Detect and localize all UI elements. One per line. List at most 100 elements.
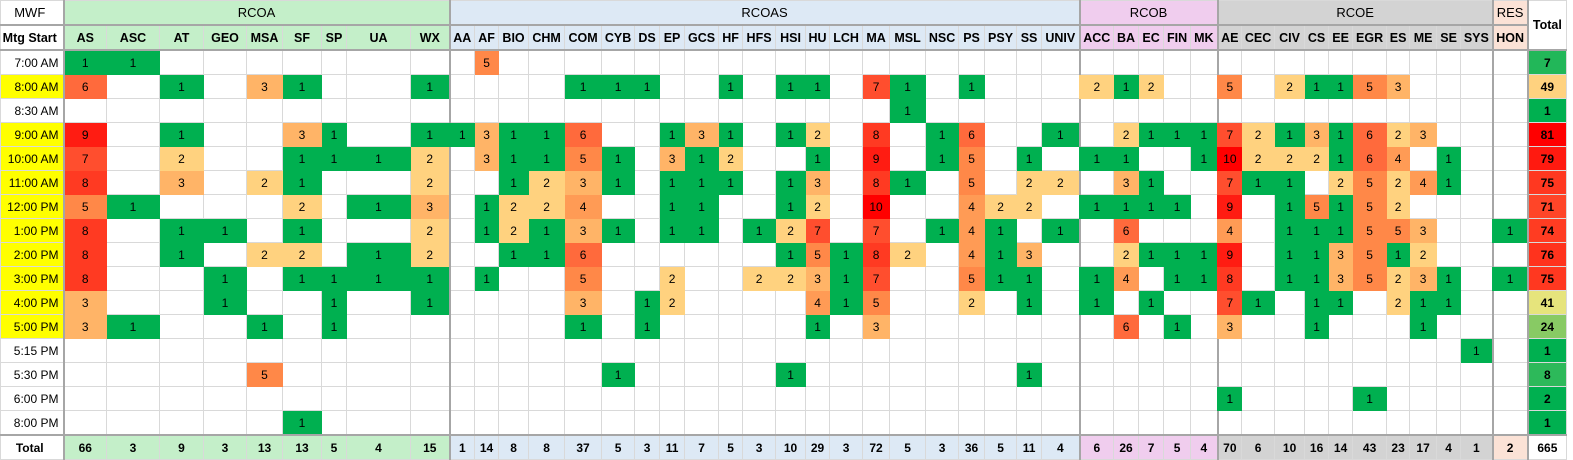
heatmap-cell: 3 [805, 266, 831, 291]
heatmap-cell [106, 146, 160, 171]
heatmap-cell [775, 386, 807, 411]
heatmap-cell: 1 [474, 266, 500, 291]
heatmap-cell [474, 338, 500, 363]
heatmap-cell: 2 [1386, 122, 1411, 147]
heatmap-cell [718, 98, 744, 123]
heatmap-cell: 3 [1328, 242, 1354, 267]
heatmap-cell [246, 122, 283, 147]
heatmap-cell: 2 [659, 290, 686, 315]
heatmap-cell [742, 242, 777, 267]
heatmap-cell [829, 194, 864, 219]
heatmap-cell [448, 338, 476, 363]
heatmap-cell [1216, 410, 1243, 436]
time-label: 11:00 AM [0, 170, 65, 195]
heatmap-cell [1016, 314, 1043, 339]
column-header-ee: EE [1328, 24, 1354, 51]
heatmap-cell: 1 [1138, 170, 1165, 195]
column-total: 13 [246, 434, 283, 460]
time-label: 12:00 PM [0, 194, 65, 219]
table-row: 12:00 PM 5 1 2 1 3 1 2 2 4 1 1 1 2 10 4 2 2 1 1 1 1 9 1 5 1 5 2 71 [0, 194, 1568, 219]
heatmap-cell [203, 49, 247, 75]
heatmap-cell [1216, 338, 1243, 363]
heatmap-cell: 1 [889, 170, 927, 195]
heatmap-cell [1491, 146, 1529, 171]
heatmap-cell [1138, 98, 1165, 123]
heatmap-cell: 3 [564, 218, 603, 243]
heatmap-cell [829, 410, 864, 436]
heatmap-cell [498, 98, 530, 123]
heatmap-cell [889, 362, 927, 387]
heatmap-cell [684, 386, 720, 411]
heatmap-cell [1436, 74, 1462, 99]
heatmap-cell: 1 [1328, 122, 1354, 147]
heatmap-cell: 1 [1274, 266, 1306, 291]
heatmap-cell: 2 [409, 146, 451, 171]
heatmap-cell [346, 362, 411, 387]
heatmap-cell: 1 [718, 74, 744, 99]
column-total: 8 [528, 434, 566, 460]
heatmap-cell [106, 74, 160, 99]
heatmap-cell: 1 [1078, 266, 1115, 291]
heatmap-cell: 1 [282, 146, 322, 171]
heatmap-cell [1138, 49, 1165, 75]
heatmap-cell: 2 [718, 146, 744, 171]
heatmap-cell: 2 [805, 122, 831, 147]
heatmap-cell: 5 [1352, 218, 1388, 243]
heatmap-cell: 5 [862, 290, 891, 315]
heatmap-cell: 1 [1138, 122, 1165, 147]
heatmap-cell: 1 [346, 146, 411, 171]
heatmap-cell [564, 49, 603, 75]
heatmap-cell [601, 49, 636, 75]
heatmap-cell [684, 266, 720, 291]
heatmap-cell [564, 410, 603, 436]
time-label: 3:00 PM [0, 266, 65, 291]
table-row: 4:00 PM 3 1 1 1 3 1 2 4 1 5 2 1 1 1 7 1 1 1 2 1 1 41 [0, 290, 1568, 315]
heatmap-cell [1041, 146, 1081, 171]
group-header-row: MWF RCOA RCOAS RCOB RCOE RES Total [0, 0, 1568, 51]
column-total: 37 [564, 434, 603, 460]
heatmap-cell [1436, 314, 1462, 339]
heatmap-cell [1016, 338, 1043, 363]
heatmap-cell [1409, 98, 1438, 123]
column-header-sp: SP [321, 24, 347, 51]
heatmap-cell: 2 [1304, 146, 1330, 171]
heatmap-cell [601, 386, 636, 411]
heatmap-cell [62, 386, 107, 411]
group-header-rcoa: RCOA [62, 0, 451, 26]
heatmap-cell: 1 [1409, 314, 1438, 339]
heatmap-cell [984, 338, 1018, 363]
heatmap-cell: 2 [1113, 122, 1140, 147]
heatmap-cell [1460, 170, 1494, 195]
column-header-ss: SS [1016, 24, 1043, 51]
heatmap-cell [805, 49, 831, 75]
heatmap-cell: 1 [1190, 146, 1219, 171]
heatmap-cell: 2 [1016, 170, 1043, 195]
column-header-hsi: HSI [775, 24, 807, 51]
heatmap-cell [1113, 410, 1140, 436]
heatmap-cell: 2 [409, 218, 451, 243]
heatmap-cell: 1 [409, 74, 451, 99]
heatmap-cell [1304, 170, 1330, 195]
heatmap-cell [528, 362, 566, 387]
heatmap-cell: 1 [889, 98, 927, 123]
heatmap-cell [775, 49, 807, 75]
heatmap-cell [805, 338, 831, 363]
heatmap-cell: 9 [62, 122, 107, 147]
table-row: 1:00 PM 8 1 1 1 2 1 2 1 3 1 1 1 1 2 7 7 1 4 1 1 6 4 1 1 1 5 5 3 1 74 [0, 218, 1568, 243]
heatmap-cell [282, 98, 322, 123]
heatmap-cell [203, 386, 247, 411]
heatmap-cell: 1 [829, 290, 864, 315]
column-total: 4 [1041, 434, 1081, 460]
heatmap-cell [1190, 98, 1219, 123]
heatmap-cell [474, 410, 500, 436]
heatmap-cell [1138, 218, 1165, 243]
heatmap-cell [1163, 218, 1192, 243]
heatmap-cell [346, 49, 411, 75]
heatmap-cell [1078, 122, 1115, 147]
heatmap-cell [684, 314, 720, 339]
total-row-label: Total [0, 434, 65, 460]
column-total: 43 [1352, 434, 1388, 460]
heatmap-cell [448, 74, 476, 99]
heatmap-cell: 6 [564, 122, 603, 147]
column-total: 15 [409, 434, 451, 460]
